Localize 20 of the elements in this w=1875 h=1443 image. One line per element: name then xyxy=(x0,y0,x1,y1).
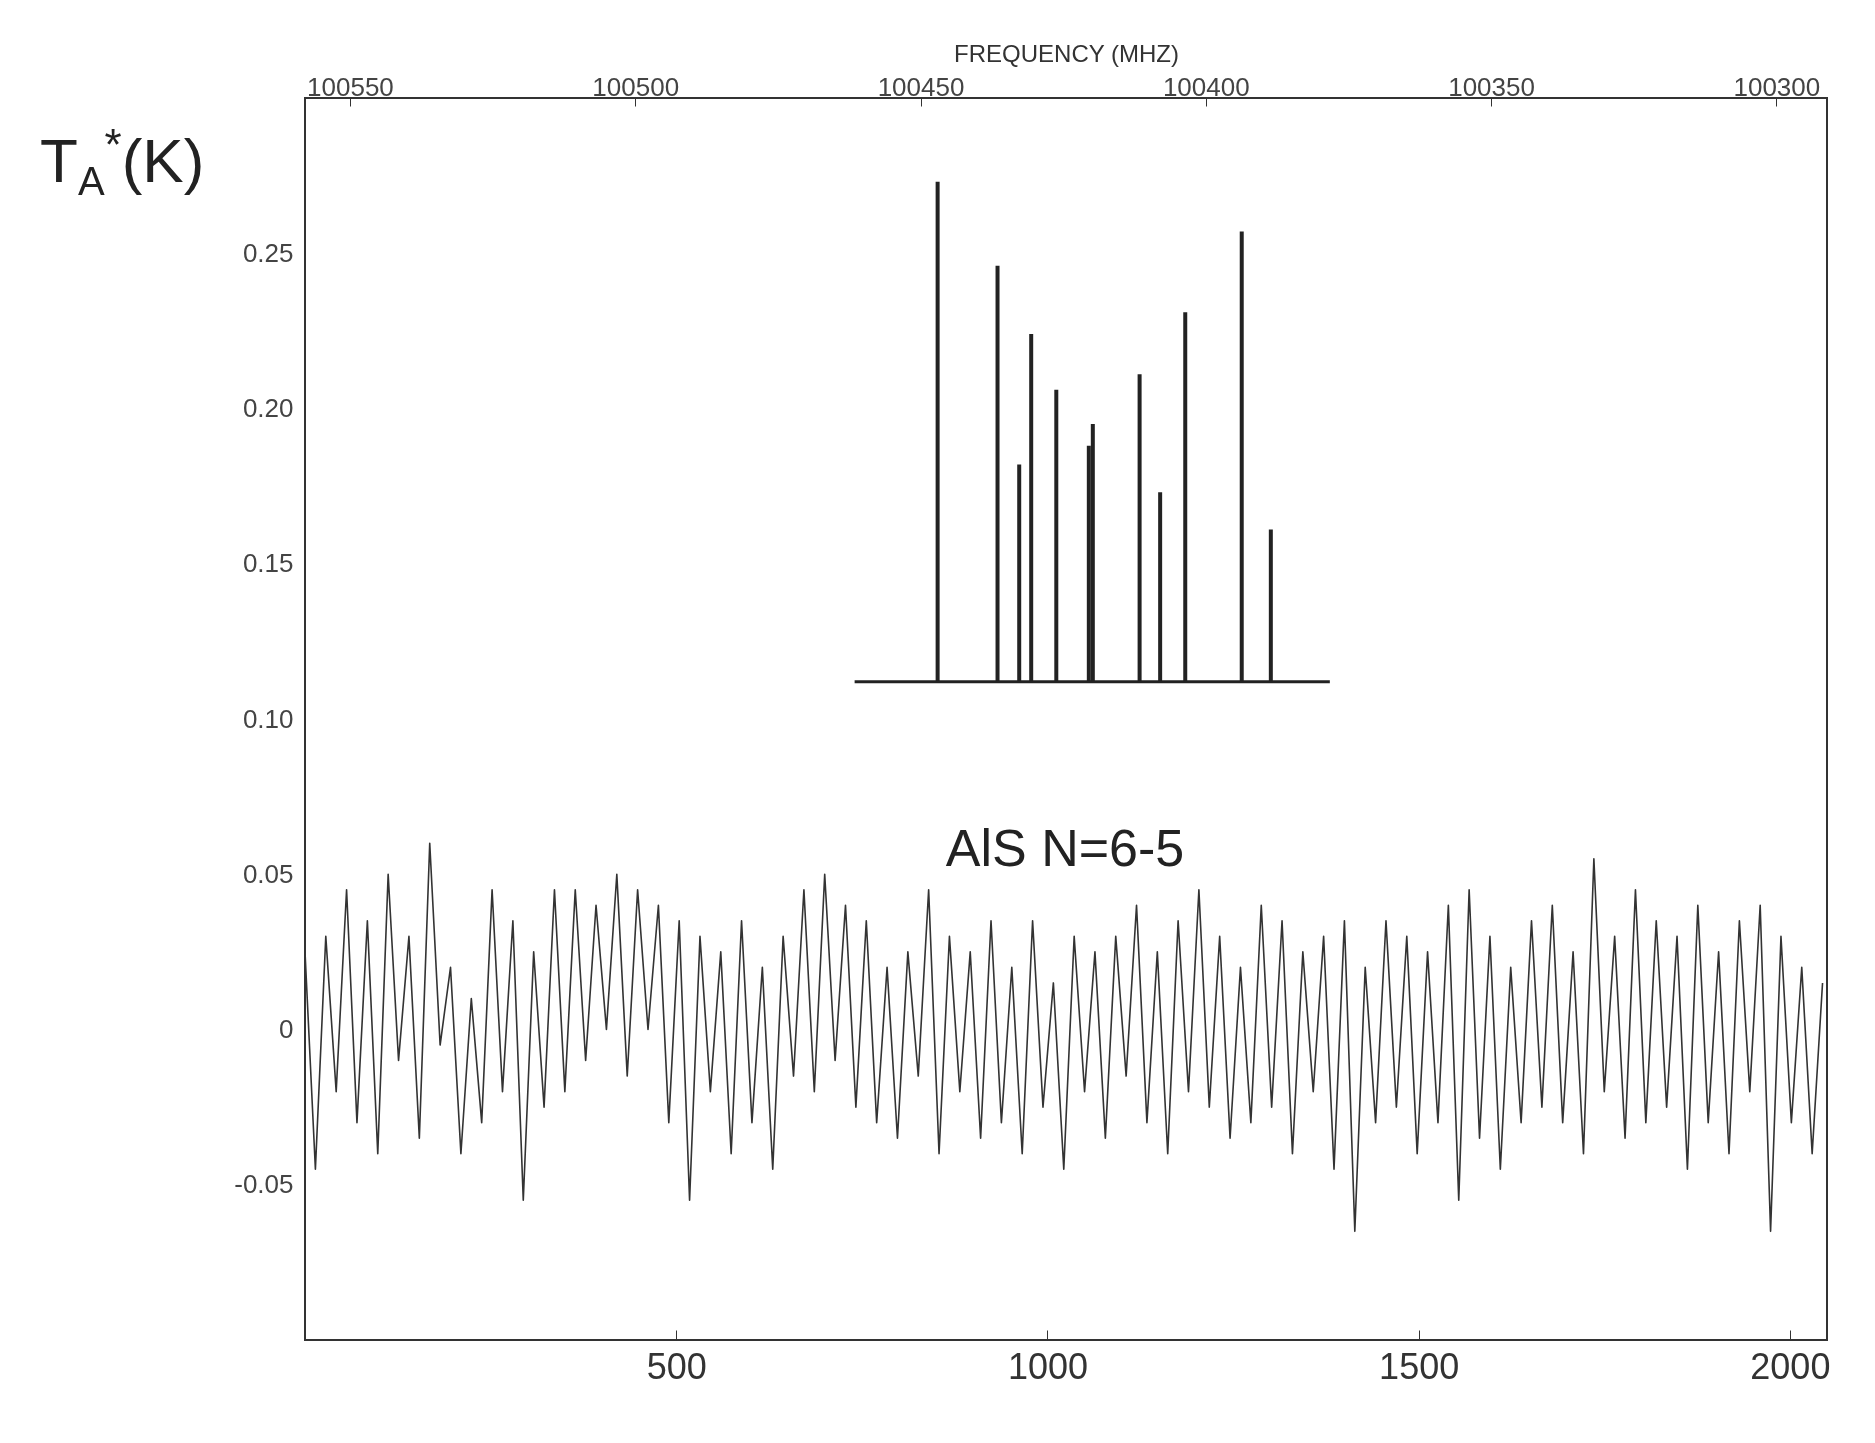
y-tick-label: 0.10 xyxy=(242,703,294,734)
x-tick-label: 1500 xyxy=(1379,1345,1460,1387)
y-tick-label: -0.05 xyxy=(234,1169,294,1200)
annotation: AlS N=6-5 xyxy=(945,819,1185,877)
x2-tick-label: 100450 xyxy=(877,71,965,102)
x2-axis-title: FREQUENCY (MHZ) xyxy=(954,39,1179,67)
y-tick-label: 0.20 xyxy=(242,393,294,423)
x2-tick-label: 100500 xyxy=(592,71,680,102)
x-tick-label: 2000 xyxy=(1750,1345,1831,1387)
y-axis-title: T$_{A}$$^{*}$(K) xyxy=(40,120,205,205)
x2-tick-label: 100300 xyxy=(1733,71,1821,102)
x2-tick-label: 100350 xyxy=(1448,71,1535,102)
y-tick-label: 0 xyxy=(279,1014,294,1044)
x-tick-label: 500 xyxy=(646,1345,707,1387)
x2-tick-label: 100550 xyxy=(307,71,394,102)
y-tick-label: 0.15 xyxy=(242,548,294,579)
x2-tick-label: 100400 xyxy=(1162,71,1250,102)
y-tick-label: 0.25 xyxy=(242,237,294,268)
y-tick-label: 0.05 xyxy=(242,858,294,889)
x-tick-label: 1000 xyxy=(1007,1345,1088,1387)
